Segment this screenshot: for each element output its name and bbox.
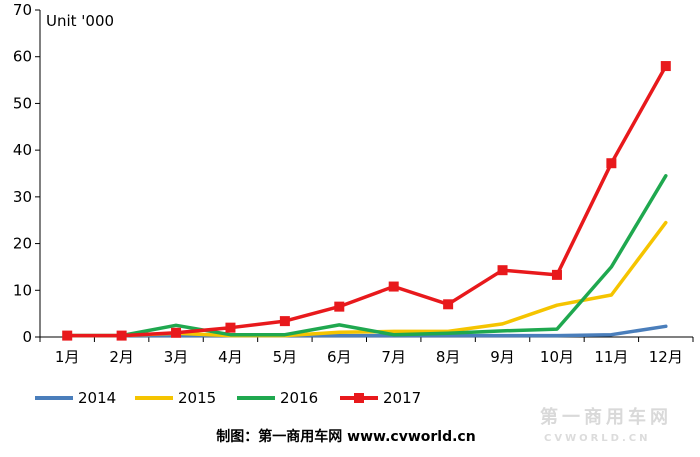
- data-point-2017: [497, 265, 508, 276]
- series-markers: [62, 61, 671, 341]
- x-tick-label: 1月: [55, 348, 80, 366]
- y-axis-unit-label: Unit '000: [46, 12, 114, 30]
- credit-text: 制图：第一商用车网 www.cvworld.cn: [216, 428, 475, 445]
- x-tick-label: 2月: [109, 348, 134, 366]
- legend-label-2015: 2015: [178, 389, 216, 407]
- y-tick-label: 10: [13, 281, 32, 299]
- data-point-2017: [388, 281, 399, 292]
- data-point-2017: [116, 330, 127, 341]
- watermark-subtext: CVWORLD.CN: [544, 433, 651, 444]
- watermark-text: 第一商用车网: [540, 406, 672, 428]
- data-point-2017: [334, 301, 345, 312]
- x-tick-label: 9月: [490, 348, 515, 366]
- series-lines: [65, 64, 668, 338]
- x-tick-label: 7月: [381, 348, 406, 366]
- x-tick-label: 4月: [218, 348, 243, 366]
- data-point-2017: [279, 316, 290, 327]
- y-tick-label: 70: [13, 1, 32, 19]
- y-tick-label: 40: [13, 141, 32, 159]
- legend-label-2014: 2014: [78, 389, 116, 407]
- x-tick-label: 12月: [649, 348, 683, 366]
- y-tick-label: 50: [13, 94, 32, 112]
- data-point-2017: [62, 330, 73, 341]
- legend: 2014 2015 2016 2017: [35, 389, 421, 407]
- legend-marker-2017: [354, 393, 364, 403]
- legend-label-2017: 2017: [383, 389, 421, 407]
- data-point-2017: [443, 299, 454, 310]
- watermark-logo: 第一商用车网 CVWORLD.CN: [540, 406, 672, 444]
- data-point-2017: [551, 269, 562, 280]
- axes: [35, 9, 694, 342]
- series-line-2016: [65, 174, 668, 338]
- x-tick-label: 5月: [273, 348, 298, 366]
- y-tick-label: 60: [13, 48, 32, 66]
- data-point-2017: [225, 322, 236, 333]
- data-point-2017: [171, 327, 182, 338]
- y-tick-label: 30: [13, 188, 32, 206]
- data-point-2017: [606, 158, 617, 169]
- y-tick-label: 0: [22, 328, 32, 346]
- data-point-2017: [660, 61, 671, 72]
- series-line-2017: [65, 64, 668, 338]
- tick-labels: 0 10 20 30 40 50 60 70 1月 2月 3月 4月 5月 6月 7月 8月 9月 10月 11月 1…: [13, 1, 683, 366]
- legend-label-2016: 2016: [280, 389, 318, 407]
- series-line-2014: [65, 324, 668, 338]
- y-tick-label: 20: [13, 235, 32, 253]
- x-tick-label: 11月: [594, 348, 628, 366]
- x-tick-label: 6月: [327, 348, 352, 366]
- x-tick-label: 8月: [436, 348, 461, 366]
- x-tick-label: 3月: [164, 348, 189, 366]
- x-tick-label: 10月: [540, 348, 574, 366]
